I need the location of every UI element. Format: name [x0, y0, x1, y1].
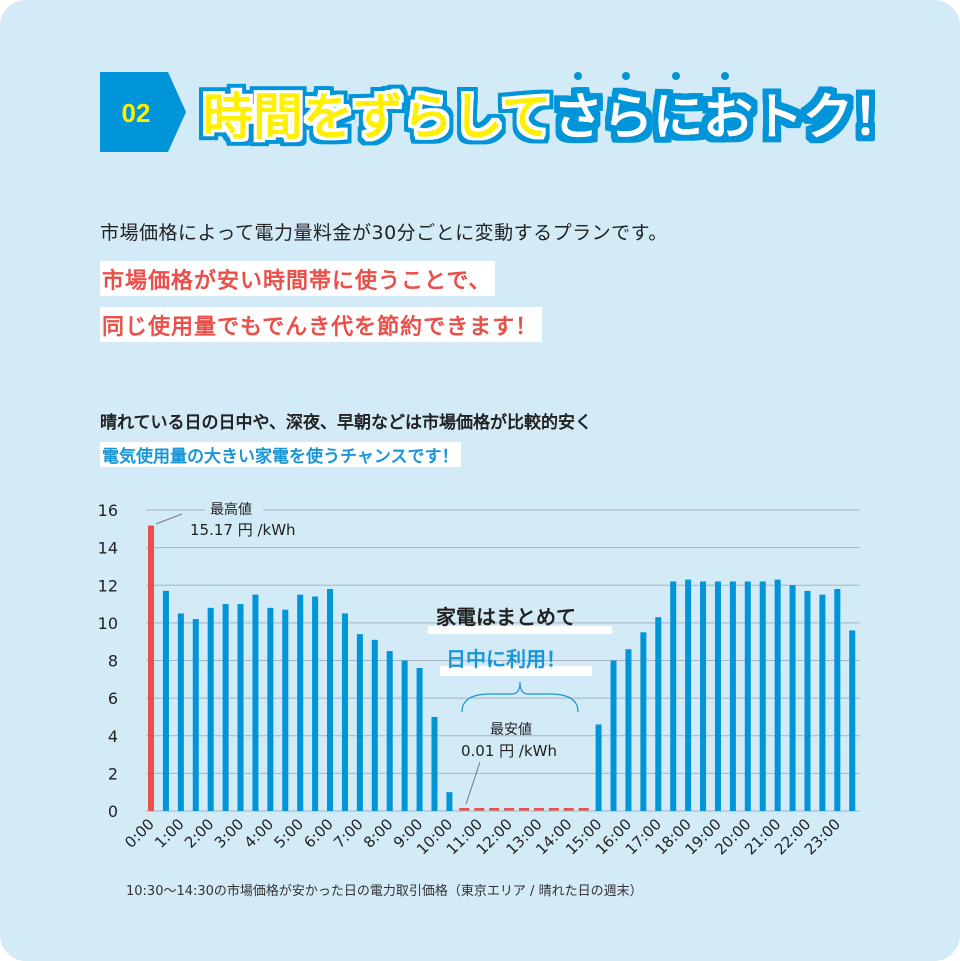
bar	[774, 579, 781, 811]
bar	[804, 590, 811, 811]
min-value: 0.01 円 /kWh	[461, 742, 557, 760]
max-value: 15.17 円 /kWh	[190, 521, 296, 539]
x-tick-label: 7:00	[330, 815, 367, 852]
bar	[489, 808, 500, 811]
bar	[401, 660, 408, 811]
x-tick-label: 6:00	[300, 815, 337, 852]
min-leader-line	[465, 761, 481, 805]
bar	[504, 808, 515, 811]
bar	[849, 630, 856, 811]
max-label: 最高値	[210, 501, 252, 518]
bar	[431, 716, 438, 811]
bar	[640, 632, 647, 811]
bar	[655, 617, 662, 811]
bar	[459, 808, 470, 811]
bar	[819, 594, 826, 811]
bar	[759, 581, 766, 811]
bar	[670, 581, 677, 811]
bar	[148, 525, 154, 811]
bar	[578, 808, 589, 811]
x-tick-label: 4:00	[241, 815, 278, 852]
x-tick-label: 8:00	[360, 815, 397, 852]
y-tick-label: 4	[108, 727, 118, 746]
x-tick-label: 1:00	[151, 815, 188, 852]
bar	[789, 585, 796, 811]
intro-text: 市場価格によって電力量料金が30分ごとに変動するプランです。	[100, 222, 668, 244]
y-tick-label: 10	[98, 614, 118, 633]
bar	[685, 579, 692, 811]
bar	[327, 589, 334, 811]
min-label: 最安値	[490, 722, 532, 738]
x-tick-label: 3:00	[211, 815, 248, 852]
bar	[700, 581, 707, 811]
bar	[834, 589, 841, 811]
bar	[312, 596, 319, 811]
bar	[519, 808, 529, 811]
chart-intro-line1: 晴れている日の日中や、深夜、早朝などは市場価格が比較的安く	[100, 413, 592, 433]
bar	[267, 607, 274, 811]
bar	[533, 808, 544, 811]
bar	[416, 668, 423, 811]
page-title: 時間をずらして さらにおトク！	[203, 72, 875, 146]
y-tick-label: 0	[108, 802, 118, 821]
bar	[474, 808, 485, 811]
bar	[356, 634, 363, 811]
max-leader-line	[155, 513, 183, 525]
bar	[297, 594, 304, 811]
x-tick-label: 2:00	[181, 815, 218, 852]
callout-line1: 家電はまとめて	[436, 605, 576, 629]
bar	[548, 808, 559, 811]
curly-brace	[461, 681, 579, 713]
section-number-badge: 02	[100, 72, 186, 152]
title-part2: さらにおトク！	[553, 88, 875, 146]
bar	[237, 604, 244, 811]
x-tick-label: 0:00	[121, 815, 158, 852]
title-part1: 時間をずらして	[203, 88, 552, 146]
bar	[282, 609, 289, 811]
bar	[252, 594, 259, 811]
bar	[595, 724, 602, 811]
bar	[625, 649, 632, 811]
footnote: 10:30〜14:30の市場価格が安かった日の電力取引価格（東京エリア / 晴れ…	[126, 884, 643, 899]
emphasis-dots	[574, 72, 729, 80]
bar	[192, 619, 199, 811]
y-tick-label: 12	[98, 576, 118, 595]
x-tick-label: 5:00	[270, 815, 307, 852]
bar	[610, 660, 617, 811]
bar	[446, 792, 453, 811]
bar	[386, 651, 393, 811]
bar	[729, 581, 736, 811]
price-chart: 0 2 4 6 8 10 12 14 16 0:001:002:003:004:005:006:…	[98, 500, 860, 858]
highlight-line-1: 市場価格が安い時間帯に使うことで、	[100, 261, 496, 296]
y-tick-label: 14	[98, 539, 118, 558]
bar	[563, 808, 574, 811]
y-tick-label: 6	[108, 689, 118, 708]
y-tick-label: 2	[108, 764, 118, 783]
bar	[177, 613, 184, 811]
bar	[207, 607, 214, 811]
bar	[744, 581, 751, 811]
bar	[341, 613, 348, 811]
bar	[222, 604, 229, 811]
callout-line2: 日中に利用！	[446, 647, 566, 671]
y-tick-label: 16	[98, 501, 118, 520]
bar	[714, 581, 721, 811]
bar	[162, 590, 169, 811]
bar	[371, 639, 378, 811]
section-number: 02	[122, 98, 151, 128]
chart-intro-line2: 電気使用量の大きい家電を使うチャンスです！	[100, 442, 461, 467]
highlight-line-2: 同じ使用量でもでんき代を節約できます！	[100, 307, 543, 342]
y-tick-label: 8	[108, 652, 118, 671]
